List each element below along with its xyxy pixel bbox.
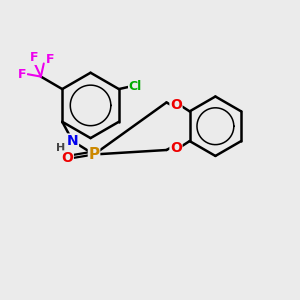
Text: F: F (30, 51, 39, 64)
Text: P: P (88, 147, 100, 162)
Text: N: N (67, 134, 79, 148)
Text: Cl: Cl (129, 80, 142, 93)
Text: O: O (61, 151, 73, 165)
Text: F: F (18, 68, 26, 81)
Text: O: O (170, 141, 182, 155)
Text: H: H (56, 142, 65, 153)
Text: F: F (46, 53, 54, 66)
Text: O: O (170, 98, 182, 112)
